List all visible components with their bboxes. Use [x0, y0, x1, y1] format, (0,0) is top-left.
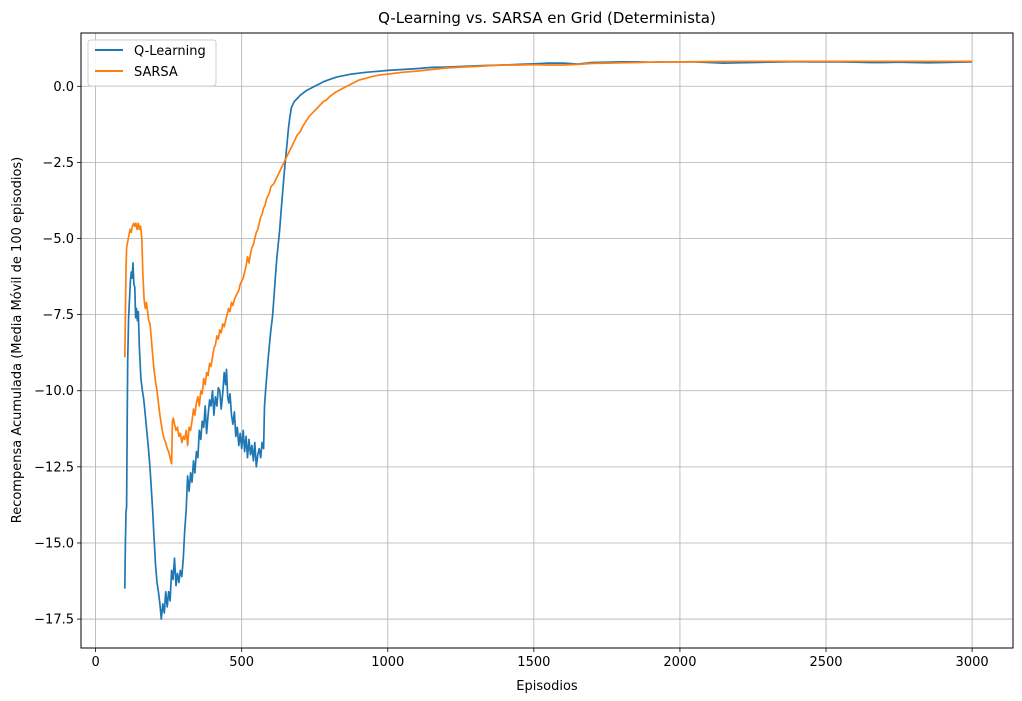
legend-label-sarsa: SARSA — [134, 65, 178, 80]
y-tick-label: −2.5 — [42, 156, 74, 171]
plot-background — [81, 33, 1013, 648]
x-tick-label: 2500 — [809, 655, 842, 670]
y-tick-label: 0.0 — [53, 80, 74, 95]
legend-box — [87, 39, 217, 87]
y-tick-label: −10.0 — [34, 384, 74, 399]
y-tick-label: −5.0 — [42, 232, 74, 247]
chart-title: Q-Learning vs. SARSA en Grid (Determinis… — [378, 9, 716, 27]
y-tick-label: −12.5 — [34, 460, 74, 475]
y-axis-label: Recompensa Acumulada (Media Móvil de 100… — [10, 157, 25, 524]
x-tick-label: 0 — [91, 655, 99, 670]
y-tick-label: −15.0 — [34, 536, 74, 551]
grid — [81, 33, 1013, 648]
legend: Q-Learning SARSA — [87, 39, 217, 87]
x-axis-label: Episodios — [516, 679, 578, 694]
x-tick-label: 500 — [229, 655, 254, 670]
x-tick-label: 1000 — [371, 655, 404, 670]
y-tick-label: −17.5 — [34, 613, 74, 628]
x-tick-label: 1500 — [517, 655, 550, 670]
series-line-sarsa — [123, 60, 973, 465]
x-tick-label: 3000 — [956, 655, 989, 670]
ticks: 0 500 1000 1500 2000 2500 3000 −17.5 −15.0 −12.5 −… — [34, 80, 988, 670]
x-tick-label: 2000 — [663, 655, 696, 670]
series-layer — [123, 60, 973, 620]
y-tick-label: −7.5 — [42, 308, 74, 323]
legend-label-q-learning: Q-Learning — [134, 44, 206, 59]
plot-frame — [80, 32, 1014, 649]
